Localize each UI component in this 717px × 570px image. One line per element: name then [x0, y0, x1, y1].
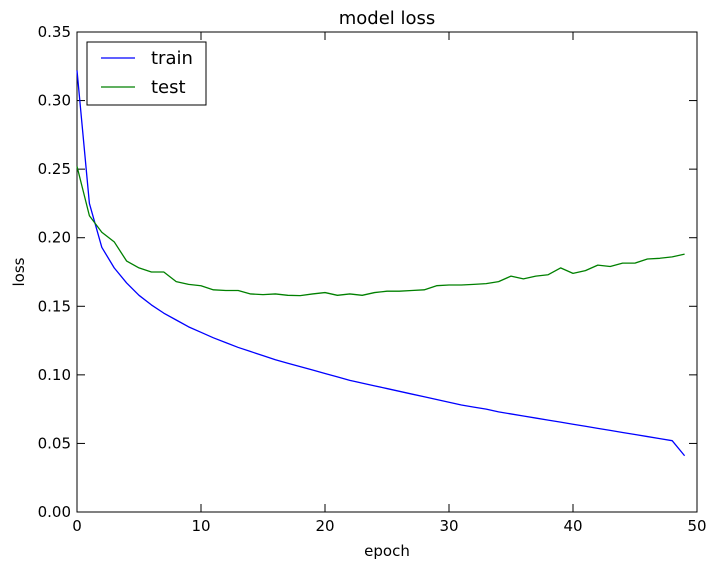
series-lines	[76, 70, 686, 457]
x-axis-title: epoch	[364, 542, 410, 560]
legend-box	[86, 41, 207, 106]
y-tick-label: 0.05	[38, 434, 71, 452]
legend-label-test: test	[151, 77, 186, 98]
y-axis-ticks: 0.00 0.05 0.10 0.15 0.20 0.25 0.30 0.35	[38, 23, 697, 521]
x-tick-label: 30	[439, 517, 458, 535]
x-tick-label: 0	[72, 517, 82, 535]
x-axis-ticks: 0 10 20 30 40 50	[72, 32, 707, 535]
plot-area	[76, 31, 698, 513]
chart-title: model loss	[339, 8, 436, 29]
y-axis-title: loss	[10, 257, 28, 286]
y-tick-label: 0.10	[38, 366, 71, 384]
plot-frame	[76, 31, 698, 513]
y-tick-label: 0.15	[38, 297, 71, 315]
legend: train test	[86, 41, 207, 106]
y-tick-label: 0.25	[38, 160, 71, 178]
y-tick-label: 0.20	[38, 229, 71, 247]
series-line-test	[76, 166, 685, 297]
y-tick-label: 0.30	[38, 92, 71, 110]
y-tick-label: 0.35	[38, 23, 71, 41]
y-tick-label: 0.00	[38, 503, 71, 521]
legend-label-train: train	[151, 48, 193, 69]
x-tick-label: 40	[563, 517, 582, 535]
series-line-train	[76, 70, 686, 457]
x-tick-label: 10	[191, 517, 210, 535]
x-tick-label: 50	[687, 517, 706, 535]
x-tick-label: 20	[315, 517, 334, 535]
